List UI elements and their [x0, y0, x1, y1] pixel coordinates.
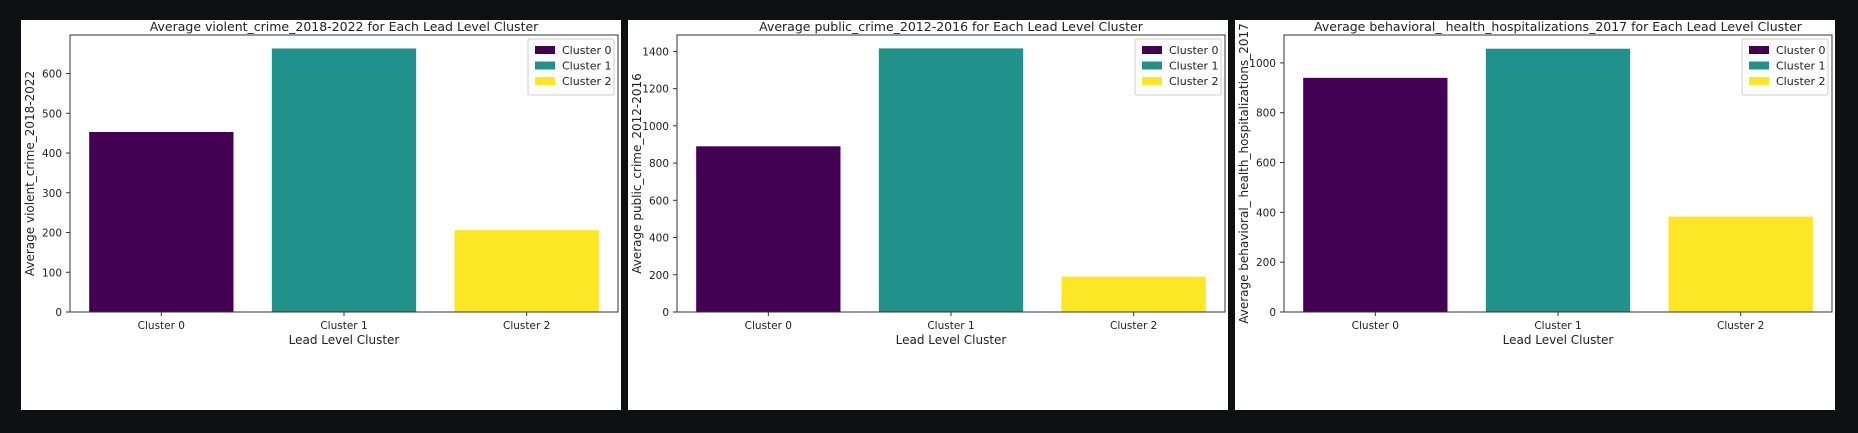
legend-entry: Cluster 0 [1169, 44, 1219, 57]
legend-entry: Cluster 0 [562, 44, 612, 57]
y-axis-label: Average violent_crime_2018-2022 [23, 71, 37, 276]
y-tick-label: 400 [649, 233, 669, 245]
x-tick-label: Cluster 2 [503, 320, 550, 332]
y-axis-label: Average public_crime_2012-2016 [630, 73, 644, 274]
x-tick-label: Cluster 2 [1110, 320, 1157, 332]
legend-swatch [1142, 61, 1162, 70]
y-tick-label: 1000 [642, 121, 669, 133]
legend-swatch [1142, 46, 1162, 54]
chart-title: Average behavioral_ health_hospitalizati… [1314, 20, 1803, 34]
legend-entry: Cluster 1 [562, 60, 612, 73]
legend-entry: Cluster 0 [1776, 44, 1826, 57]
y-tick-label: 500 [42, 108, 62, 120]
y-tick-label: 800 [649, 158, 669, 170]
x-tick-label: Cluster 0 [745, 320, 792, 332]
legend-swatch [1142, 77, 1162, 85]
y-axis-label: Average behavioral_ health_hospitalizati… [1237, 23, 1251, 324]
bar-cluster-1 [878, 48, 1024, 312]
legend-swatch [535, 46, 555, 54]
y-tick-label: 200 [1256, 257, 1276, 269]
x-axis-label: Lead Level Cluster [896, 333, 1007, 347]
chart-svg: Average violent_crime_2018-2022 for Each… [23, 20, 619, 347]
chart-panel-public-crime: Average public_crime_2012-2016 for Each … [628, 20, 1228, 410]
x-tick-label: Cluster 1 [927, 320, 974, 332]
legend-entry: Cluster 2 [562, 75, 612, 88]
x-axis-label: Lead Level Cluster [1503, 333, 1614, 347]
x-axis-label: Lead Level Cluster [289, 333, 400, 347]
bar-cluster-1 [1485, 48, 1631, 313]
y-tick-label: 1000 [1249, 58, 1276, 70]
legend-entry: Cluster 1 [1776, 60, 1826, 73]
y-tick-label: 0 [55, 307, 62, 319]
chart-title: Average violent_crime_2018-2022 for Each… [150, 20, 539, 34]
legend-swatch [535, 61, 555, 70]
bar-cluster-2 [1061, 276, 1206, 312]
y-tick-label: 0 [1269, 307, 1276, 319]
x-tick-label: Cluster 0 [138, 320, 185, 332]
chart-svg: Average behavioral_ health_hospitalizati… [1237, 20, 1833, 347]
y-tick-label: 1200 [642, 84, 669, 96]
x-tick-label: Cluster 1 [1534, 320, 1581, 332]
legend-swatch [1749, 77, 1769, 85]
y-tick-label: 0 [662, 307, 669, 319]
bar-cluster-0 [696, 146, 841, 312]
chart-svg: Average public_crime_2012-2016 for Each … [630, 20, 1226, 347]
chart-panel-violent-crime: Average violent_crime_2018-2022 for Each… [21, 20, 621, 410]
legend-swatch [1749, 61, 1769, 70]
legend-entry: Cluster 2 [1169, 75, 1219, 88]
y-tick-label: 100 [42, 267, 62, 279]
y-tick-label: 200 [649, 270, 669, 282]
bar-cluster-0 [89, 131, 234, 312]
legend-entry: Cluster 1 [1169, 60, 1219, 73]
y-tick-label: 300 [42, 188, 62, 200]
bar-cluster-2 [1668, 216, 1813, 312]
y-tick-label: 400 [42, 148, 62, 160]
y-tick-label: 600 [649, 195, 669, 207]
y-tick-label: 400 [1256, 207, 1276, 219]
y-tick-label: 1400 [642, 46, 669, 58]
legend-swatch [535, 77, 555, 85]
chart-panel-behavioral-health: Average behavioral_ health_hospitalizati… [1235, 20, 1835, 410]
y-tick-label: 600 [42, 69, 62, 81]
chart-title: Average public_crime_2012-2016 for Each … [759, 20, 1144, 34]
x-tick-label: Cluster 0 [1352, 320, 1399, 332]
x-tick-label: Cluster 2 [1717, 320, 1764, 332]
legend-entry: Cluster 2 [1776, 75, 1826, 88]
bar-cluster-2 [454, 230, 599, 312]
y-tick-label: 200 [42, 228, 62, 240]
y-tick-label: 800 [1256, 108, 1276, 120]
y-tick-label: 600 [1256, 158, 1276, 170]
legend-swatch [1749, 46, 1769, 54]
bar-cluster-0 [1303, 77, 1448, 312]
bar-cluster-1 [271, 48, 417, 312]
x-tick-label: Cluster 1 [320, 320, 367, 332]
